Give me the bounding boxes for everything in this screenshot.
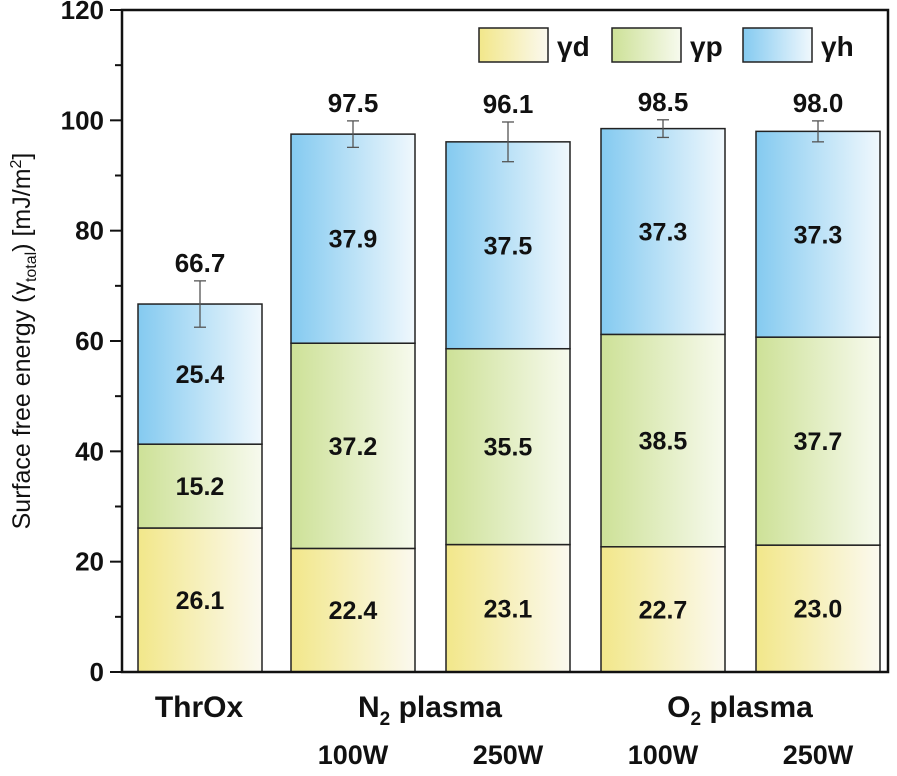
y-axis: 0 20 40 60 80 100 120 <box>61 0 122 687</box>
y-tick-label: 40 <box>75 436 104 466</box>
total-value-label: 66.7 <box>175 248 226 278</box>
bar-segment-γd <box>600 546 726 673</box>
bar-segment-γh <box>290 133 416 344</box>
total-value-label: 98.0 <box>793 88 844 118</box>
legend: γd γp γh <box>478 27 854 63</box>
bar-segment-γh <box>755 130 881 338</box>
y-tick-label: 60 <box>75 326 104 356</box>
segment-value-label: 37.9 <box>329 226 378 254</box>
legend-swatch <box>478 27 549 63</box>
y-tick-label: 0 <box>90 657 104 687</box>
total-value-label: 96.1 <box>483 89 534 119</box>
segment-value-label: 37.7 <box>794 428 843 456</box>
total-value-label: 98.5 <box>638 87 689 117</box>
segment-value-label: 26.1 <box>176 587 225 615</box>
bar-segment-γd <box>137 527 263 673</box>
segment-value-label: 35.5 <box>484 434 533 462</box>
segment-value-label: 37.3 <box>639 218 688 246</box>
x-power-label: 100W <box>318 740 389 770</box>
x-power-label: 250W <box>783 740 854 770</box>
legend-label: γh <box>821 31 854 62</box>
segment-value-label: 37.5 <box>484 232 533 260</box>
bars-layer: 26.1 15.2 25.4 22.4 37.2 37.9 23.1 35.5 37.5 22.7… <box>137 127 881 673</box>
bar-segment-γh <box>445 141 571 350</box>
x-group-label-n2-plasma: N2 plasma <box>358 691 502 730</box>
segment-value-label: 38.5 <box>639 428 688 456</box>
total-value-label: 97.5 <box>328 88 379 118</box>
legend-swatch <box>611 27 682 63</box>
bar-segment-γp <box>137 443 263 529</box>
y-tick-label: 100 <box>61 105 104 135</box>
bar-segment-γh <box>600 127 726 336</box>
y-tick-label: 20 <box>75 547 104 577</box>
segment-value-label: 25.4 <box>176 361 225 389</box>
x-power-label: 100W <box>628 740 699 770</box>
x-group-label-o2-plasma: O2 plasma <box>667 691 813 730</box>
segment-value-label: 15.2 <box>176 473 225 501</box>
segment-value-label: 37.2 <box>329 433 378 461</box>
legend-label: γd <box>557 31 590 62</box>
bar-segment-γp <box>445 347 571 546</box>
segment-value-label: 22.4 <box>329 597 378 625</box>
legend-label: γp <box>690 31 723 62</box>
x-power-label: 250W <box>473 740 544 770</box>
x-group-label-throx: ThrOx <box>155 691 244 724</box>
bar-segment-γd <box>755 544 881 673</box>
error-bars-layer: 66.7 97.5 96.1 98.5 98.0 <box>175 87 844 328</box>
bar-segment-γp <box>600 333 726 548</box>
y-axis-label: Surface free energy (γtotal) [mJ/m2] <box>8 153 40 530</box>
segment-value-label: 23.1 <box>484 595 533 623</box>
y-tick-label: 80 <box>75 216 104 246</box>
bar-segment-γp <box>290 342 416 550</box>
segment-value-label: 37.3 <box>794 221 843 249</box>
y-tick-label: 120 <box>61 0 104 25</box>
bar-segment-γd <box>290 547 416 673</box>
segment-value-label: 23.0 <box>794 596 843 624</box>
legend-swatch <box>742 27 813 63</box>
segment-value-label: 22.7 <box>639 596 688 624</box>
